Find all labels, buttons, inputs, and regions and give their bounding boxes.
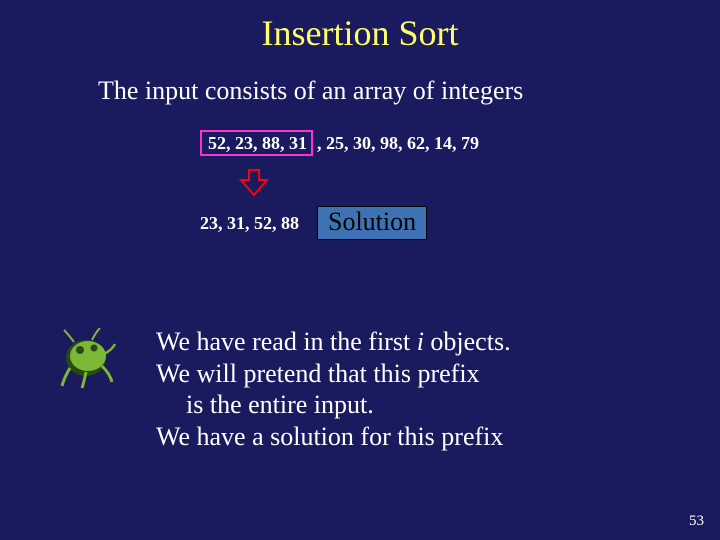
down-arrow-icon (238, 168, 270, 203)
solution-values: 23, 31, 52, 88 (200, 213, 299, 234)
input-array: 52, 23, 88, 31 , 25, 30, 98, 62, 14, 79 (200, 130, 479, 156)
page-number: 53 (689, 513, 704, 530)
body-line-4: We have a solution for this prefix (156, 421, 511, 453)
body-line-3: is the entire input. (156, 389, 511, 421)
slide-title: Insertion Sort (0, 0, 720, 54)
sorted-prefix-box: 52, 23, 88, 31 (200, 130, 313, 156)
solution-row: 23, 31, 52, 88 Solution (200, 206, 427, 240)
body-line-2: We will pretend that this prefix (156, 358, 511, 390)
bug-icon (58, 328, 118, 397)
body-line-1: We have read in the first i objects. (156, 326, 511, 358)
solution-label: Solution (317, 206, 427, 240)
unsorted-suffix: , 25, 30, 98, 62, 14, 79 (317, 133, 479, 154)
var-i: i (417, 327, 424, 356)
slide-subtitle: The input consists of an array of intege… (98, 76, 720, 106)
body-text: We have read in the first i objects. We … (156, 326, 511, 453)
